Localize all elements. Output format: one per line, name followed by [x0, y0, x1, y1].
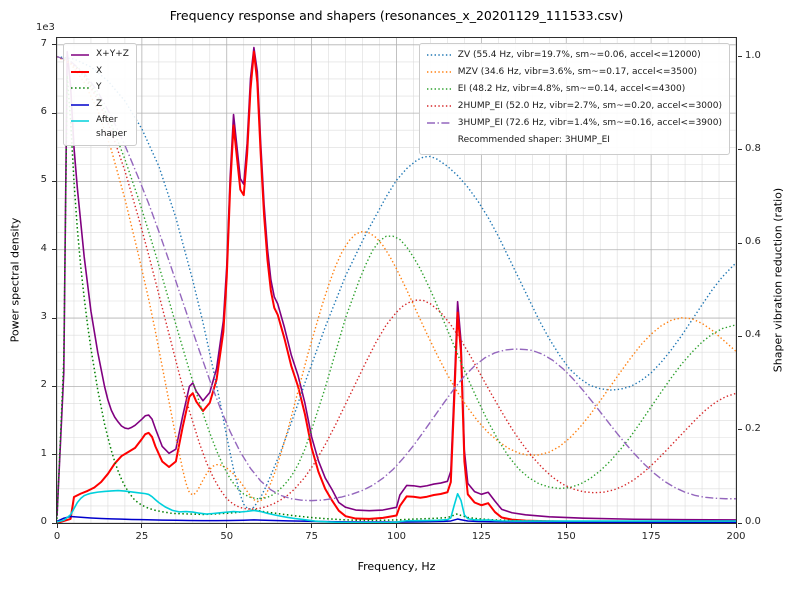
y-right-tick-label: 0.8	[745, 142, 761, 154]
legend-shaper-item: ZV (55.4 Hz, vibr=19.7%, sm~=0.06, accel…	[426, 48, 722, 65]
tick-mark	[52, 454, 56, 456]
tick-mark	[738, 242, 742, 244]
tick-mark	[52, 522, 56, 524]
legend-recommendation-item: Recommended shaper: 3HUMP_EI	[426, 133, 722, 150]
x-tick-label: 175	[641, 531, 661, 542]
legend-sample-spacer	[426, 135, 452, 150]
y-right-tick-label: 0.0	[745, 516, 761, 527]
legend-shaper-sample	[426, 67, 452, 82]
legend-shaper-item: 2HUMP_EI (52.0 Hz, vibr=2.7%, sm~=0.20, …	[426, 99, 722, 116]
tick-mark	[52, 180, 56, 182]
tick-mark	[738, 429, 742, 431]
y-right-tick-label: 1.0	[745, 49, 761, 61]
legend-psd-sample	[70, 50, 90, 65]
x-tick-label: 0	[53, 531, 61, 542]
y-right-axis-label: Shaper vibration reduction (ratio)	[771, 187, 785, 373]
tick-mark	[141, 524, 143, 528]
legend-line-sample	[71, 120, 89, 122]
legend-line-sample	[71, 70, 89, 73]
legend-psd-item: X	[70, 65, 129, 82]
legend-shaper-sample	[426, 101, 452, 116]
y-right-tick-label: 0.2	[745, 422, 761, 434]
legend-line-sample	[426, 71, 451, 73]
legend-psd: X+Y+Z X Y Z After shaper	[63, 43, 137, 146]
legend-psd-sample	[70, 83, 90, 98]
tick-mark	[56, 524, 58, 528]
x-tick-label: 125	[471, 531, 491, 542]
legend-psd-item: X+Y+Z	[70, 48, 129, 65]
chart-title: Frequency response and shapers (resonanc…	[169, 8, 624, 23]
legend-shaper-sample	[426, 50, 452, 65]
x-tick-label: 150	[556, 531, 576, 542]
legend-shaper-label: 2HUMP_EI (52.0 Hz, vibr=2.7%, sm~=0.20, …	[457, 101, 722, 111]
tick-mark	[738, 522, 742, 524]
y-left-axis-label: Power spectral density	[8, 217, 22, 343]
legend-psd-label: X+Y+Z	[96, 49, 129, 59]
y-left-tick-label: 2	[40, 379, 47, 391]
y-left-tick-label: 1	[40, 447, 47, 459]
legend-shaper-label: ZV (55.4 Hz, vibr=19.7%, sm~=0.06, accel…	[457, 50, 701, 60]
legend-psd-sample	[70, 100, 90, 115]
legend-psd-label: After shaper	[96, 115, 127, 139]
tick-mark	[52, 249, 56, 251]
y-left-tick-label: 3	[40, 311, 47, 323]
legend-psd-item: Z	[70, 98, 129, 115]
legend-line-sample	[71, 54, 89, 56]
legend-psd-sample	[70, 116, 90, 131]
y-left-tick-label: 6	[40, 106, 47, 118]
legend-psd-label: X	[96, 65, 103, 76]
tick-mark	[650, 524, 652, 528]
tick-mark	[226, 524, 228, 528]
legend-line-sample	[426, 88, 451, 90]
legend-line-sample	[71, 87, 89, 89]
x-axis-label: Frequency, Hz	[357, 560, 436, 573]
legend-psd-label: Y	[96, 82, 102, 92]
legend-shaper-label: EI (48.2 Hz, vibr=4.8%, sm~=0.14, accel<…	[457, 84, 686, 94]
x-tick-label: 25	[135, 531, 149, 542]
tick-mark	[52, 317, 56, 319]
y-left-tick-label: 4	[40, 242, 47, 254]
tick-mark	[738, 149, 742, 151]
tick-mark	[565, 524, 567, 528]
legend-shaper-sample	[426, 84, 452, 99]
x-tick-label: 50	[220, 531, 234, 542]
tick-mark	[396, 524, 397, 528]
legend-shaper-label: 3HUMP_EI (72.6 Hz, vibr=1.4%, sm~=0.16, …	[457, 118, 722, 128]
y-left-tick-label: 0	[40, 516, 47, 527]
tick-mark	[52, 44, 56, 46]
tick-mark	[738, 335, 742, 337]
legend-line-sample	[426, 135, 452, 144]
y-right-tick-label: 0.4	[745, 329, 761, 341]
x-tick-label: 75	[305, 531, 318, 542]
plot-area: X+Y+Z X Y Z After shaper ZV (55.4 Hz, vibr=1…	[56, 37, 737, 524]
legend-psd-item: After shaper	[70, 114, 129, 141]
legend-line-sample	[71, 103, 89, 106]
legend-psd-label: Z	[96, 98, 103, 109]
legend-shapers: ZV (55.4 Hz, vibr=19.7%, sm~=0.06, accel…	[418, 43, 730, 155]
y-right-tick-label: 0.6	[745, 236, 761, 248]
tick-mark	[311, 524, 313, 528]
x-tick-label: 100	[386, 531, 407, 542]
tick-mark	[738, 56, 742, 58]
legend-line-sample	[426, 122, 451, 124]
tick-mark	[480, 524, 482, 528]
y-left-tick-label: 5	[40, 174, 47, 186]
legend-recommendation-label: Recommended shaper: 3HUMP_EI	[457, 135, 610, 145]
y-left-offset-label: 1e3	[36, 22, 55, 33]
tick-mark	[735, 524, 737, 528]
legend-psd-sample	[70, 67, 90, 82]
x-tick-label: 200	[726, 531, 746, 542]
legend-psd-item: Y	[70, 81, 129, 98]
legend-shaper-sample	[426, 118, 452, 133]
legend-shaper-item: 3HUMP_EI (72.6 Hz, vibr=1.4%, sm~=0.16, …	[426, 116, 722, 133]
legend-shaper-item: EI (48.2 Hz, vibr=4.8%, sm~=0.14, accel<…	[426, 82, 722, 99]
legend-line-sample	[426, 105, 451, 107]
tick-mark	[52, 112, 56, 114]
legend-shaper-label: MZV (34.6 Hz, vibr=3.6%, sm~=0.17, accel…	[457, 67, 697, 77]
legend-shaper-item: MZV (34.6 Hz, vibr=3.6%, sm~=0.17, accel…	[426, 65, 722, 82]
legend-line-sample	[426, 54, 451, 56]
tick-mark	[52, 385, 56, 387]
y-left-tick-label: 7	[40, 37, 47, 49]
